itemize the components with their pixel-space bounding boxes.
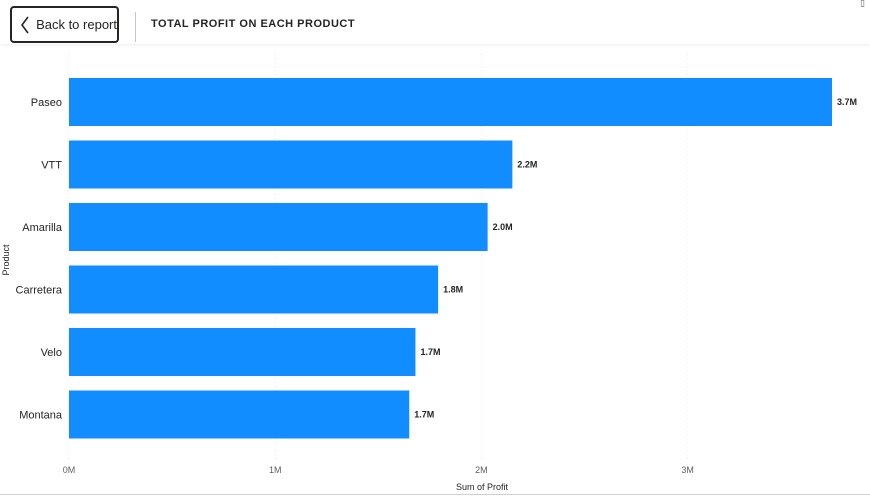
visual-title: TOTAL PROFIT ON EACH PRODUCT <box>151 18 356 30</box>
back-to-report-label: Back to report <box>36 17 117 32</box>
header-divider <box>135 12 136 42</box>
bottom-divider <box>0 494 870 495</box>
back-to-report-button[interactable]: Back to report <box>10 6 119 43</box>
chevron-left-icon <box>16 10 34 40</box>
bar[interactable] <box>69 328 416 376</box>
category-label: VTT <box>41 160 62 172</box>
x-tick-label: 0M <box>63 465 76 475</box>
bar[interactable] <box>69 265 439 314</box>
category-label: Amarilla <box>22 222 63 234</box>
x-tick-label: 3M <box>681 465 694 475</box>
data-label: 2.2M <box>517 160 537 170</box>
category-label: Velo <box>41 347 62 359</box>
x-tick-label: 2M <box>475 465 488 475</box>
data-label: 3.7M <box>837 97 857 107</box>
category-label: Carretera <box>16 285 63 297</box>
bar[interactable] <box>69 203 488 251</box>
data-label: 1.7M <box>414 410 434 420</box>
data-label: 1.7M <box>420 347 440 357</box>
more-options-icon[interactable]: ▯ <box>860 0 865 8</box>
header-bar: Back to report TOTAL PROFIT ON EACH PROD… <box>0 0 870 44</box>
data-label: 2.0M <box>493 222 513 232</box>
bar[interactable] <box>69 78 832 126</box>
y-axis-title: Product <box>1 244 11 276</box>
bar[interactable] <box>69 140 513 189</box>
x-axis-title: Sum of Profit <box>456 482 509 492</box>
bar-chart: 0M 1M 2M 3M Paseo 3.7M VTT 2.2M Amarilla 2.0M Carr… <box>1 54 857 492</box>
x-tick-label: 1M <box>269 465 282 475</box>
data-label: 1.8M <box>443 285 463 295</box>
bar[interactable] <box>69 390 410 439</box>
category-label: Montana <box>19 410 63 422</box>
category-label: Paseo <box>31 97 62 109</box>
